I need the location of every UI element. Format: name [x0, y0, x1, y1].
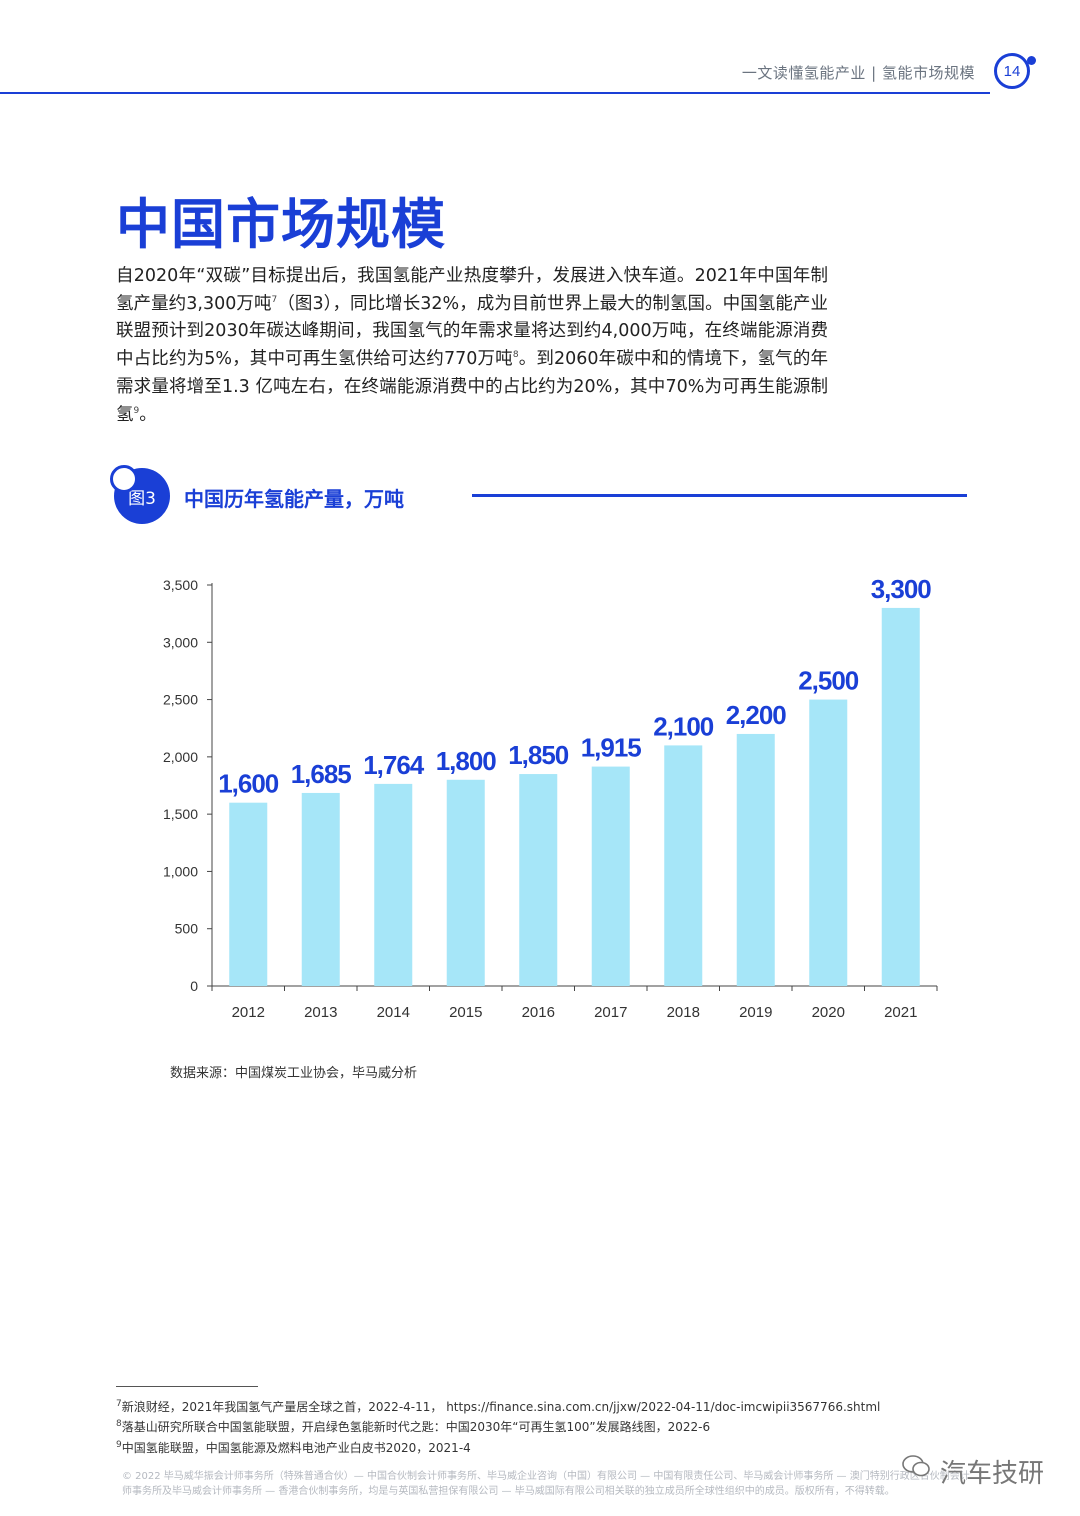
bar-2021 — [881, 607, 920, 986]
footnote-rule — [116, 1386, 258, 1387]
x-tick-label: 2019 — [739, 1004, 772, 1021]
figure-title-rule — [472, 494, 967, 497]
figure-title: 中国历年氢能产量，万吨 — [184, 487, 404, 511]
y-tick-label: 0 — [190, 978, 198, 994]
figure-badge-ring-icon — [110, 465, 138, 493]
footnote-ref: 7 — [271, 294, 278, 305]
x-tick-label: 2020 — [812, 1004, 845, 1021]
bar-2013 — [301, 792, 340, 986]
bar-2017 — [591, 766, 630, 986]
figure-label: 图3 — [128, 488, 156, 509]
data-source-note: 数据来源：中国煤炭工业协会，毕马威分析 — [170, 1066, 418, 1081]
y-tick-label: 3,500 — [163, 577, 198, 593]
x-tick-label: 2015 — [449, 1004, 482, 1021]
paragraph-text: 。到2060年碳中和的情境下，氢气的年需求量将增至1.3 亿吨左右，在终端能源消… — [116, 349, 828, 425]
bar-data-label: 1,915 — [581, 733, 642, 763]
paragraph-text: 自2020年“双碳”目标提出后，我国氢能产业热度攀升，发展进入快车道。2021年… — [116, 266, 828, 314]
bar-2015 — [446, 779, 485, 986]
bar-data-label: 1,800 — [436, 746, 497, 776]
bar-2020 — [809, 699, 848, 986]
x-tick-label: 2014 — [377, 1004, 410, 1021]
intro-paragraph: 自2020年“双碳”目标提出后，我国氢能产业热度攀升，发展进入快车道。2021年… — [116, 263, 828, 429]
y-tick-label: 1,000 — [163, 863, 198, 879]
x-tick-label: 2012 — [232, 1004, 265, 1021]
page-title: 中国市场规模 — [116, 193, 446, 256]
bar-2012 — [229, 802, 268, 986]
bar-data-label: 1,685 — [291, 759, 352, 789]
paragraph-text: 。 — [139, 404, 157, 425]
bar-data-label: 2,200 — [726, 700, 787, 730]
copyright-notice: © 2022 毕马威华振会计师事务所（特殊普通合伙）— 中国合伙制会计师事务所、… — [122, 1471, 970, 1497]
paragraph-text: （图3），同比增长32%，成为目前世界上最大的制氢国。中国氢能产业联盟预计到20… — [116, 293, 828, 370]
y-tick-label: 2,500 — [163, 692, 198, 708]
footnote-ref: 8 — [512, 350, 519, 361]
x-tick-label: 2016 — [522, 1004, 555, 1021]
header-rule — [0, 92, 990, 94]
page-badge-dot-icon — [1027, 56, 1036, 65]
footnote-ref: 9 — [133, 405, 140, 416]
watermark-text: 汽车技研 — [940, 1459, 1045, 1489]
x-tick-label: 2021 — [884, 1004, 917, 1021]
header-breadcrumb: 一文读懂氢能产业 | 氢能市场规模 — [741, 64, 975, 82]
bar-data-label: 1,850 — [508, 740, 569, 770]
hydrogen-production-bar-chart: 0 500 1,000 1,500 2,000 2,500 3,000 3,500 1,600 2… — [163, 574, 938, 1021]
bar-data-label: 2,100 — [653, 711, 714, 741]
bar-2016 — [519, 774, 558, 986]
bar-data-label: 1,764 — [363, 750, 425, 780]
bar-2014 — [374, 783, 413, 986]
page-number-badge: 14 — [994, 53, 1030, 89]
y-tick-label: 3,000 — [163, 634, 198, 650]
footnote-8: 8落基山研究所联合中国氢能联盟，开启绿色氢能新时代之匙：中国2030年“可再生氢… — [116, 1419, 711, 1435]
x-tick-label: 2018 — [667, 1004, 700, 1021]
footnote-9: 9中国氢能联盟，中国氢能源及燃料电池产业白皮书2020，2021-4 — [116, 1440, 471, 1456]
y-tick-label: 2,000 — [163, 749, 198, 765]
y-tick-label: 1,500 — [163, 806, 198, 822]
bar-data-label: 1,600 — [218, 769, 279, 799]
bar-data-label: 3,300 — [871, 574, 932, 604]
x-tick-label: 2017 — [594, 1004, 627, 1021]
bar-2018 — [664, 745, 703, 986]
x-tick-label: 2013 — [304, 1004, 337, 1021]
wechat-icon — [902, 1455, 930, 1477]
y-tick-label: 500 — [175, 921, 199, 937]
footnote-7: 7新浪财经，2021年我国氢气产量居全球之首，2022-4-11， https:… — [116, 1399, 881, 1415]
bar-data-label: 2,500 — [798, 666, 859, 696]
bar-2019 — [736, 733, 775, 986]
